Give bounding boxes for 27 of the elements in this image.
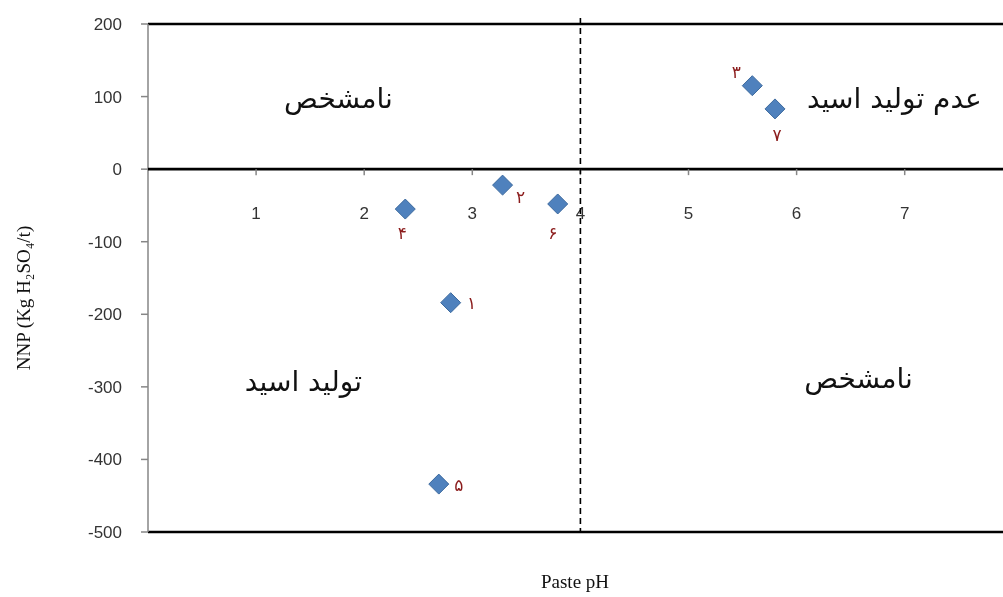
annotation: ۶	[548, 222, 558, 243]
x-tick-label: 2	[359, 204, 369, 224]
x-axis-title: Paste pH	[540, 571, 610, 592]
y-tick-label: -200	[87, 305, 122, 325]
annotation: ۱	[467, 292, 477, 313]
annotation: ۴	[397, 223, 407, 244]
y-tick-label: -500	[87, 523, 122, 542]
y-tick-label: 100	[93, 87, 122, 107]
annotation: ۵	[454, 475, 464, 496]
y-axis-title: NNP (Kg H₂SO₄/t)	[13, 225, 35, 371]
y-tick-label: 200	[93, 15, 122, 34]
y-tick-label: -300	[87, 377, 122, 397]
annotation: تولید اسید	[244, 364, 363, 398]
x-tick-label: 6	[791, 204, 802, 224]
annotation: ۲	[516, 187, 526, 208]
annotation: نامشخص	[804, 361, 913, 395]
annotation: ۷	[772, 124, 782, 145]
annotation: ۳	[731, 61, 741, 82]
annotation: نامشخص	[284, 81, 393, 115]
x-tick-label: 3	[467, 204, 478, 224]
x-tick-label: 7	[899, 204, 910, 224]
x-tick-label: 1	[251, 204, 261, 224]
x-tick-label: 5	[683, 204, 694, 224]
y-tick-label: -400	[87, 450, 122, 470]
y-tick-label: -100	[87, 232, 122, 252]
annotation: عدم تولید اسید	[806, 81, 982, 115]
y-tick-label: 0	[112, 160, 122, 180]
